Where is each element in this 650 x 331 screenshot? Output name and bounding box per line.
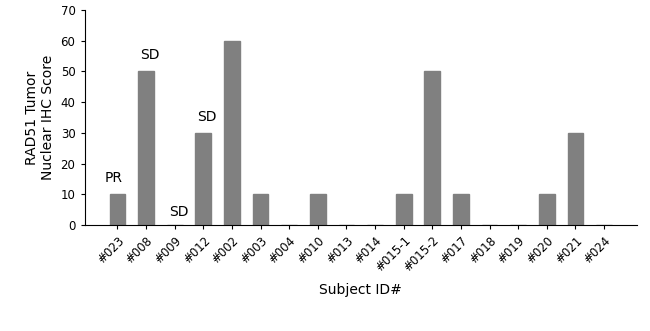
X-axis label: Subject ID#: Subject ID#	[319, 283, 402, 297]
Bar	[110, 194, 125, 225]
Text: PR: PR	[105, 171, 123, 185]
Bar	[453, 194, 469, 225]
Text: SD: SD	[140, 48, 160, 62]
Bar	[196, 133, 211, 225]
Y-axis label: RAD51 Tumor
Nuclear IHC Score: RAD51 Tumor Nuclear IHC Score	[25, 55, 55, 180]
Text: SD: SD	[198, 110, 217, 124]
Bar	[310, 194, 326, 225]
Bar	[138, 71, 154, 225]
Bar	[424, 71, 440, 225]
Bar	[539, 194, 554, 225]
Bar	[253, 194, 268, 225]
Text: SD: SD	[169, 205, 188, 219]
Bar	[224, 41, 240, 225]
Bar	[567, 133, 583, 225]
Bar	[396, 194, 411, 225]
